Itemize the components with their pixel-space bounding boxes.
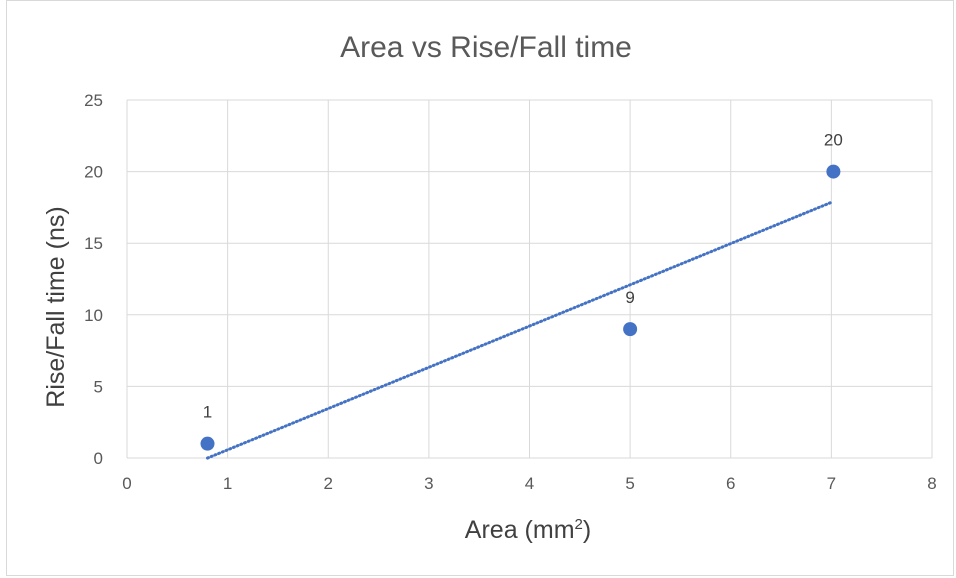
y-tick-label: 25	[84, 91, 103, 110]
y-axis-title: Rise/Fall time (ns)	[42, 206, 70, 407]
gridlines	[126, 99, 933, 459]
y-tick-label: 20	[84, 163, 103, 182]
x-tick-label: 2	[324, 474, 333, 493]
data-point	[826, 164, 841, 179]
chart-title: Area vs Rise/Fall time	[340, 31, 632, 64]
data-label: 9	[625, 288, 634, 307]
y-tick-label: 10	[84, 306, 103, 325]
data-label: 1	[203, 403, 212, 422]
y-tick-label: 5	[94, 377, 103, 396]
x-tick-labels: 0 1 2 3 4 5 6 7 8	[122, 474, 936, 493]
x-axis-title-sup: 2	[575, 516, 583, 533]
y-tick-label: 0	[94, 449, 103, 468]
x-axis-title-main: Area (mm	[465, 516, 575, 544]
x-axis-title-suffix: )	[583, 516, 591, 544]
x-tick-label: 6	[726, 474, 735, 493]
x-tick-label: 5	[625, 474, 634, 493]
x-tick-label: 3	[424, 474, 433, 493]
x-tick-label: 0	[122, 474, 131, 493]
y-tick-labels: 0 5 10 15 20 25	[84, 91, 103, 468]
data-point	[200, 436, 215, 451]
trendline	[206, 200, 833, 460]
x-tick-label: 7	[827, 474, 836, 493]
data-label: 20	[824, 131, 843, 150]
x-tick-label: 8	[927, 474, 936, 493]
x-axis-title: Area (mm2)	[465, 516, 591, 544]
x-tick-label: 1	[223, 474, 232, 493]
data-point	[623, 322, 638, 337]
x-tick-label: 4	[525, 474, 534, 493]
y-tick-label: 15	[84, 234, 103, 253]
data-points	[200, 164, 841, 451]
trendline-path	[206, 200, 833, 460]
chart-frame	[6, 0, 954, 576]
